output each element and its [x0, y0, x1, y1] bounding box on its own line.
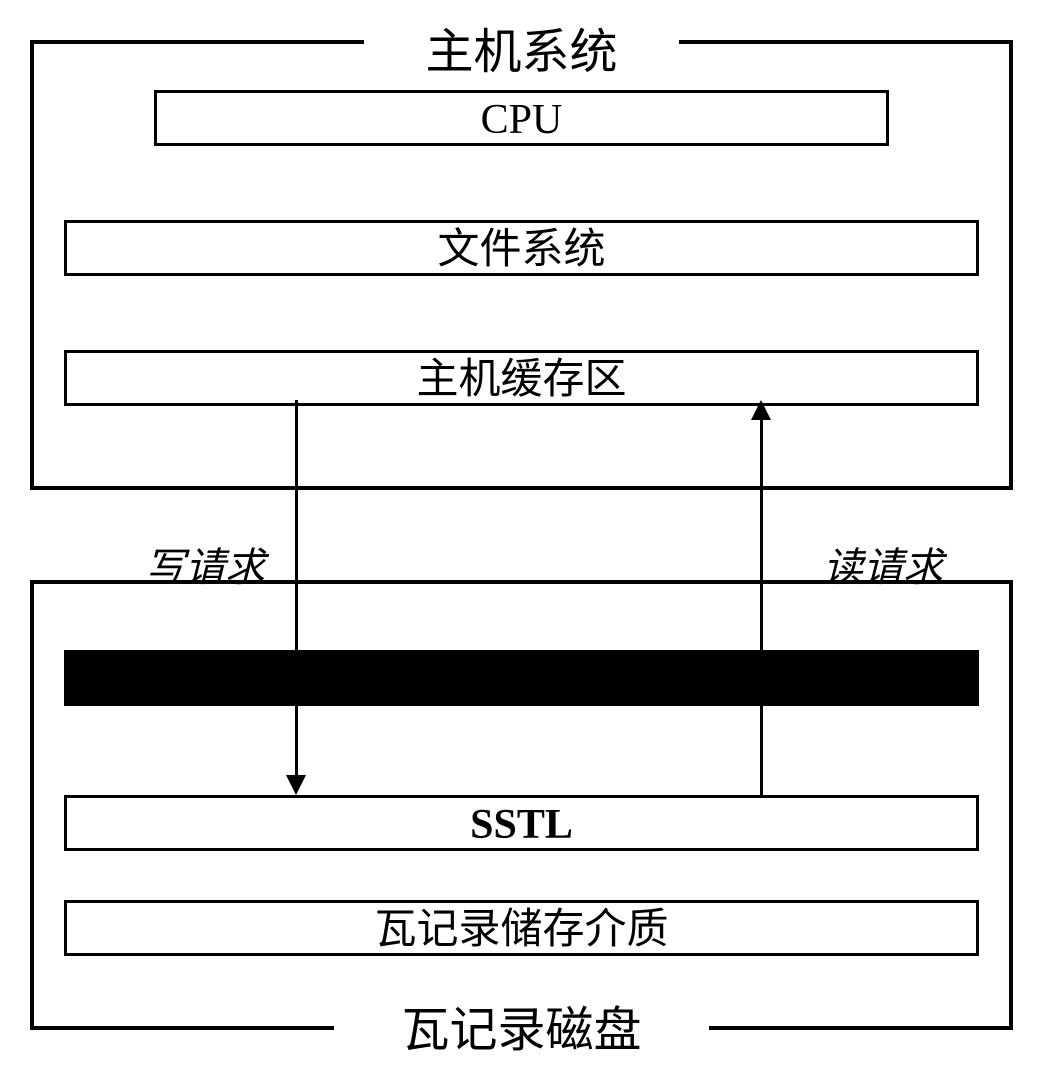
- tile-media-box: 瓦记录储存介质: [64, 900, 979, 956]
- tile-disk-title: 瓦记录磁盘: [391, 990, 651, 1060]
- black-bar: [64, 650, 979, 706]
- cpu-label: CPU: [481, 97, 563, 143]
- host-top-border-left: [34, 40, 364, 44]
- filesystem-box: 文件系统: [64, 220, 979, 276]
- tile-top-border: [34, 580, 1009, 584]
- tile-media-label: 瓦记录储存介质: [374, 907, 668, 953]
- host-cache-label: 主机缓存区: [416, 357, 626, 403]
- host-system-title: 主机系统: [415, 12, 627, 82]
- cpu-box: CPU: [154, 90, 889, 146]
- host-top-border-right: [679, 40, 1009, 44]
- filesystem-label: 文件系统: [437, 227, 605, 273]
- tile-bottom-border-left: [34, 1026, 334, 1030]
- tile-bottom-border-right: [709, 1026, 1009, 1030]
- sstl-box: SSTL: [64, 795, 979, 851]
- sstl-label: SSTL: [470, 802, 573, 848]
- tile-disk-box: SSTL 瓦记录储存介质 瓦记录磁盘: [30, 580, 1013, 1030]
- read-arrow-head: [751, 400, 771, 420]
- host-cache-box: 主机缓存区: [64, 350, 979, 406]
- host-system-box: 主机系统 CPU 文件系统 主机缓存区: [30, 40, 1013, 490]
- diagram-container: 主机系统 CPU 文件系统 主机缓存区 写请求 读请求 SSTL 瓦记录储存介质: [0, 0, 1043, 1087]
